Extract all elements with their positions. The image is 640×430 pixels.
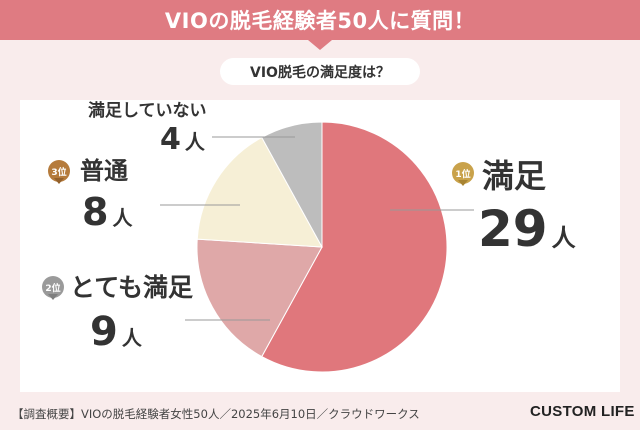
banner-notch: [308, 40, 332, 50]
rank-badge-2: 2位: [42, 276, 64, 300]
slice-value-satisfied: 29 人: [478, 204, 576, 254]
rank-badge-3: 3位: [48, 160, 70, 184]
survey-footnote: 【調査概要】VIOの脱毛経験者女性50人／2025年6月10日／クラウドワークス: [12, 407, 420, 421]
chart-subtitle: VIO脱毛の満足度は？: [250, 64, 390, 81]
brand-logo: CUSTOM LIFE: [530, 403, 635, 420]
slice-value-satisfied-number: 29: [478, 200, 548, 258]
slice-value-not-satisfied-unit: 人: [184, 130, 205, 154]
slice-label-not-satisfied: 満足していない: [88, 101, 207, 121]
slice-value-normal-unit: 人: [112, 206, 133, 230]
slice-very-satisfied: [196, 238, 323, 358]
question-pill: VIO脱毛の満足度は？: [220, 58, 420, 85]
slice-value-not-satisfied-number: 4: [160, 122, 181, 157]
rank-badge-1: 1位: [452, 162, 474, 186]
slice-value-normal-number: 8: [82, 190, 109, 234]
rank-badge-2-text: 2位: [45, 283, 61, 294]
slice-value-very-satisfied-unit: 人: [121, 326, 142, 350]
slice-value-satisfied-unit: 人: [551, 224, 576, 252]
slice-label-very-satisfied: とても満足: [70, 273, 194, 302]
slice-normal: [196, 136, 323, 248]
chart-title: VIOの脱毛経験者50人に質問！: [164, 9, 476, 33]
slice-label-satisfied: 満足: [482, 157, 547, 195]
slice-label-normal: 普通: [80, 157, 128, 185]
rank-badge-3-text: 3位: [51, 167, 67, 178]
rank-badge-1-text: 1位: [455, 169, 471, 180]
slice-value-very-satisfied-number: 9: [90, 309, 118, 355]
slice-satisfied: [261, 121, 448, 373]
title-banner: VIOの脱毛経験者50人に質問！: [0, 0, 640, 40]
